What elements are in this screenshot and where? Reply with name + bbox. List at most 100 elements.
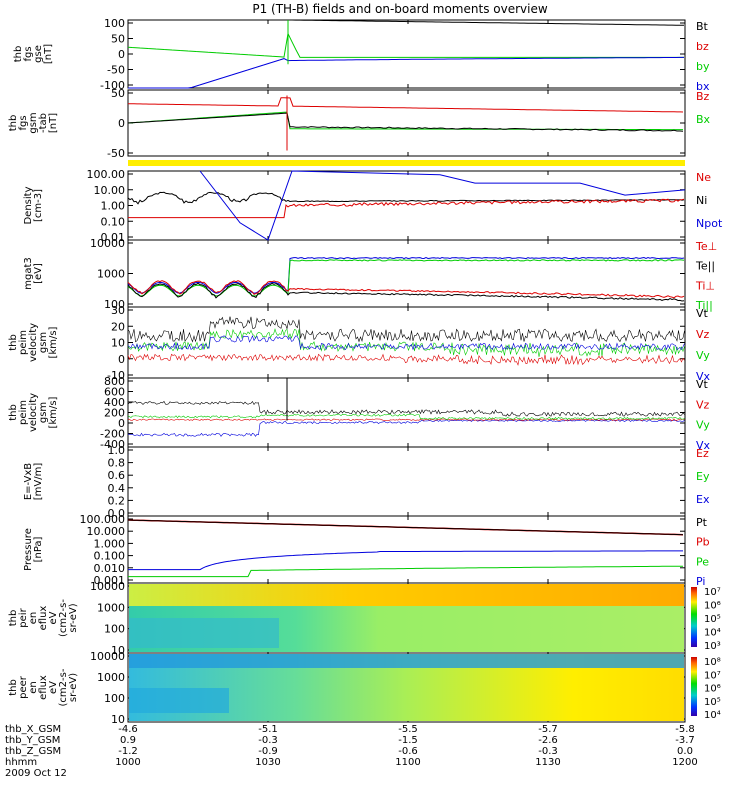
series-Ni <box>127 191 685 205</box>
legend-Ex: Ex <box>696 493 710 506</box>
legend-Pb: Pb <box>696 536 710 549</box>
y-tick-label: 1000 <box>97 601 125 614</box>
y-tick-label: 30 <box>111 304 125 317</box>
y-tick-label: 0 <box>118 117 125 130</box>
x-row-value: 1100 <box>395 757 420 768</box>
x-row-value: 1130 <box>535 757 560 768</box>
x-row-value: -5.8 <box>675 724 695 735</box>
y-label-line: [eV] <box>33 263 44 284</box>
y-tick-label: 0.010 <box>94 562 126 575</box>
y-axis-label: thbpeerenefluxeV(cm2-s-sr-eV) <box>8 668 79 706</box>
series-by <box>127 31 684 58</box>
y-tick-label: 50 <box>111 33 125 46</box>
y-label-line: E=-VxB <box>23 463 34 500</box>
panel-frame <box>127 652 686 723</box>
y-label-line: [nT] <box>43 44 54 64</box>
series-B <box>127 112 684 132</box>
series-Pt <box>127 519 684 536</box>
legend-Ey: Ey <box>696 470 710 483</box>
y-label-line: -tab <box>38 113 49 133</box>
y-tick-label: -50 <box>107 147 125 160</box>
y-tick-label: 10000 <box>90 650 125 663</box>
colorbar-label: 10⁴ <box>704 628 721 639</box>
y-tick-label: -10 <box>107 369 125 382</box>
legend-Vt: Vt <box>696 307 709 320</box>
x-row-value: -2.6 <box>538 735 558 746</box>
legend-Pe: Pe <box>696 555 709 568</box>
y-label-line: thb <box>8 404 19 421</box>
y-label-line: thb <box>8 334 19 351</box>
y-label-line: peim <box>18 400 29 425</box>
panel-6: thbpeimvelocitygsm[km/s] 8006004002000-20… <box>8 375 711 452</box>
y-axis-label: thbfgsgse[nT] <box>13 44 54 64</box>
y-label-line: [km/s] <box>48 396 59 428</box>
y-label-line: gsm <box>28 112 39 133</box>
x-row-value: -0.3 <box>538 746 558 757</box>
x-row-label-1: thb_Y_GSM <box>5 735 60 746</box>
series-Vx <box>127 335 685 351</box>
series-Bz <box>128 97 684 113</box>
electron-spectrogram-low <box>129 688 229 713</box>
y-axis-label: thbfgsgsm-tab[nT] <box>8 112 59 133</box>
y-label-line: gse <box>33 45 44 63</box>
x-row-value: -1.5 <box>398 735 418 746</box>
y-label-line: [km/s] <box>48 326 59 358</box>
y-label-line: [nPa] <box>33 536 44 562</box>
legend-Bz: Bz <box>696 90 710 103</box>
y-tick-label: 0 <box>118 48 125 61</box>
legend-by: by <box>696 60 710 73</box>
legend-Vz: Vz <box>696 398 710 411</box>
y-tick-label: 10000 <box>90 580 125 593</box>
colorbar-label: 10³ <box>704 641 721 652</box>
series-Pi <box>128 550 683 571</box>
y-label-line: [nT] <box>48 113 59 133</box>
y-label-line: sr-eV) <box>68 603 79 632</box>
y-tick-label: 100.000 <box>80 513 126 526</box>
series-Te-perp <box>127 280 685 299</box>
x-row-value: -0.6 <box>398 746 418 757</box>
y-axis-label: thbpeimvelocitygsm[km/s] <box>8 323 59 362</box>
y-tick-label: 100 <box>104 692 125 705</box>
x-row-label-0: thb_X_GSM <box>5 724 61 735</box>
y-tick-label: 600 <box>104 386 125 399</box>
colorbar-label: 10⁶ <box>704 684 721 695</box>
y-label-line: [cm-3] <box>33 189 44 222</box>
yellow-status-bar <box>128 160 685 166</box>
colorbar-label: 10⁴ <box>704 710 721 721</box>
x-row-value: -5.5 <box>398 724 418 735</box>
series-Vy <box>127 328 685 357</box>
panel-1: thbfgsgse[nT] 100 50 0 -50 -100 Bt bz by bx <box>13 17 710 93</box>
legend-Ni: Ni <box>696 194 707 207</box>
panel-frame <box>127 170 686 241</box>
x-row-value: -0.3 <box>258 735 278 746</box>
x-row-value: -4.6 <box>118 724 138 735</box>
y-label-line: en <box>28 612 39 625</box>
legend-Pi: Pi <box>696 575 705 588</box>
electron-spectrogram-top <box>129 654 684 668</box>
legend-Vz: Vz <box>696 328 710 341</box>
y-label-line: (cm2-s- <box>58 668 69 706</box>
series-Ne <box>128 198 685 219</box>
plot-title: P1 (TH-B) fields and on-board moments ov… <box>252 2 548 16</box>
legend-Npot: Npot <box>696 217 723 230</box>
series-Vt <box>127 316 685 343</box>
series-Pe <box>128 565 683 578</box>
y-tick-label: -50 <box>107 64 125 77</box>
legend-Vx: Vx <box>696 439 711 452</box>
y-tick-label: 100 <box>104 17 125 30</box>
legend-Ti⊥: Ti⊥ <box>695 279 715 292</box>
ion-spectrogram-low <box>129 618 279 648</box>
y-tick-label: 1000 <box>97 268 125 281</box>
x-row-value: 1200 <box>672 757 697 768</box>
series-Te-par <box>127 282 685 302</box>
y-label-line: en <box>28 681 39 694</box>
legend-Ne: Ne <box>696 171 711 184</box>
panel-5: thbpeimvelocitygsm[km/s] 30 20 10 0 -10 Vt Vz Vy… <box>8 304 711 383</box>
legend-Vt: Vt <box>696 378 709 391</box>
y-tick-label: 0.001 <box>94 574 126 587</box>
y-tick-label: 400 <box>104 396 125 409</box>
ion-spectrogram-high <box>129 584 684 606</box>
y-tick-label: 0.0 <box>108 507 126 520</box>
legend-Ez: Ez <box>696 447 709 460</box>
x-row-label-2: thb_Z_GSM <box>5 746 61 757</box>
